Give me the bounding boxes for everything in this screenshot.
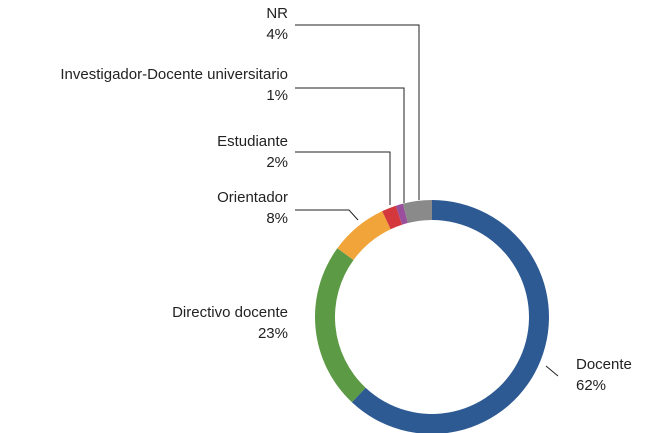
category-label: Directivo docente (172, 304, 288, 321)
category-label: Estudiante (217, 133, 288, 150)
value-label: 23% (258, 325, 288, 342)
donut-segment (402, 200, 432, 224)
donut-segment (395, 203, 408, 225)
value-label: 62% (576, 377, 606, 394)
value-label: 1% (266, 87, 288, 104)
leader-line (545, 365, 559, 377)
category-label: Investigador-Docente universitario (60, 66, 288, 83)
donut-segment (351, 200, 549, 433)
category-label: Orientador (217, 189, 288, 206)
leader-line (295, 87, 405, 203)
leader-line (295, 209, 359, 221)
category-label: Docente (576, 356, 632, 373)
donut-segment (337, 211, 391, 260)
value-label: 2% (266, 154, 288, 171)
leader-line (295, 151, 391, 205)
leader-line (295, 24, 420, 200)
donut-segment (315, 248, 366, 403)
value-label: 8% (266, 210, 288, 227)
donut-segment (382, 205, 403, 230)
value-label: 4% (266, 26, 288, 43)
category-label: NR (266, 5, 288, 22)
